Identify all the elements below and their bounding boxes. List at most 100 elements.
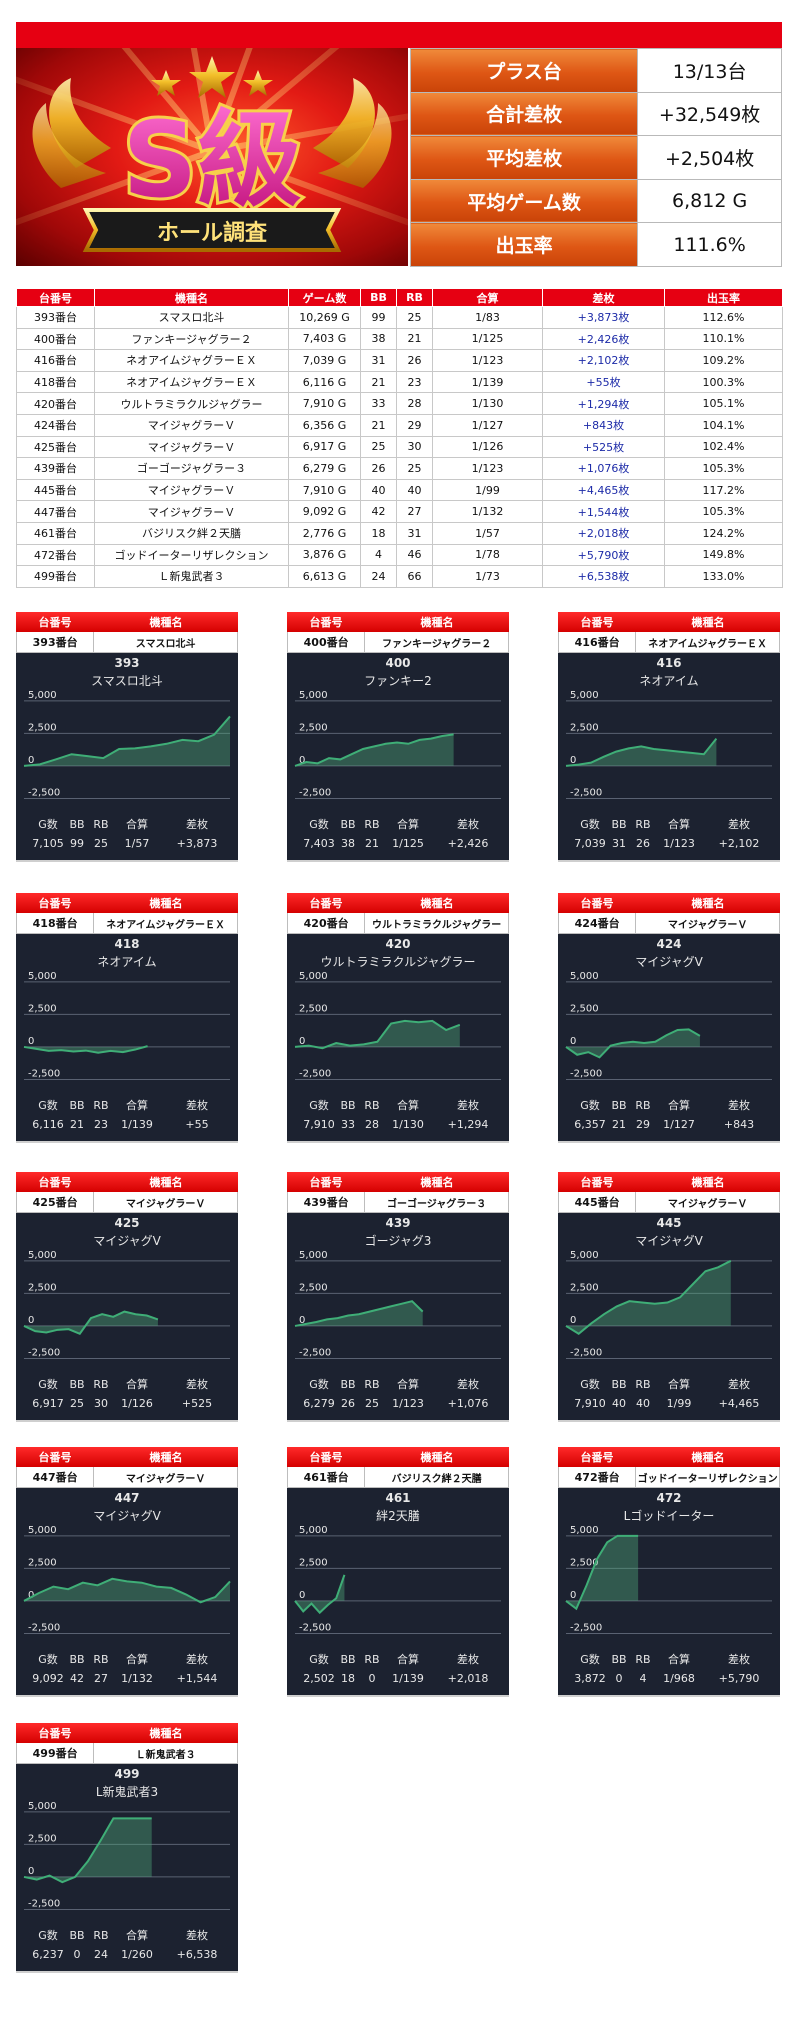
stat-value: 1/127 xyxy=(663,1118,695,1131)
stat-value: 1/123 xyxy=(392,1397,424,1410)
chart-panel: 420 ウルトラミラクルジャグラー 5,000 2,500 0 -2,500 G数 BB RB 合… xyxy=(287,934,509,1141)
card-subheader: 424番台 マイジャグラーＶ xyxy=(558,913,780,934)
ranking-cell: +1,076枚 xyxy=(542,457,665,480)
ranking-cell: 27 xyxy=(396,500,433,523)
stat-value: +1,544 xyxy=(176,1672,218,1685)
y-tick-label: -2,500 xyxy=(28,1622,60,1633)
stat-value: +6,538 xyxy=(176,1948,218,1961)
diff-chart: 5,000 2,500 0 -2,500 xyxy=(23,1250,230,1359)
card-header-name-label: 機種名 xyxy=(149,897,183,910)
card-bottom-line xyxy=(287,860,509,862)
ranking-cell: マイジャグラーＶ xyxy=(94,500,289,523)
y-tick-label: 0 xyxy=(299,1036,305,1047)
card-header: 台番号 機種名 xyxy=(558,1447,780,1467)
card-header: 台番号 機種名 xyxy=(16,612,238,632)
chart-stats: G数 BB RB 合算 差枚 9,092 42 27 1/132 +1,544 xyxy=(30,1650,234,1688)
stat-header: RB xyxy=(364,818,380,831)
card-subheader: 445番台 マイジャグラーＶ xyxy=(558,1192,780,1213)
ranking-cell: 9,092 G xyxy=(288,500,361,523)
card-subheader: 461番台 バジリスク絆２天膳 xyxy=(287,1467,509,1488)
ranking-cell: 25 xyxy=(396,457,433,480)
stat-header: G数 xyxy=(309,818,329,831)
ranking-cell: 6,279 G xyxy=(288,457,361,480)
y-tick-label: 0 xyxy=(570,755,576,766)
stat-header: RB xyxy=(364,1653,380,1666)
card-subheader: 499番台 Ｌ新鬼武者３ xyxy=(16,1743,238,1764)
card-header-name-label: 機種名 xyxy=(420,1451,454,1464)
card-header-name-label: 機種名 xyxy=(420,1176,454,1189)
ranking-cell: 38 xyxy=(360,327,397,351)
stat-header: BB xyxy=(340,1378,356,1391)
ranking-cell: +6,538枚 xyxy=(542,565,665,588)
banner-main-text: S級 xyxy=(123,99,302,221)
ranking-cell: 424番台 xyxy=(16,413,95,437)
card-machine-name: マイジャグラーＶ xyxy=(125,1198,206,1210)
stat-value: 6,116 xyxy=(32,1118,64,1131)
ranking-cell: 133.0% xyxy=(664,565,783,588)
stat-value: 31 xyxy=(612,837,626,850)
diff-chart: 5,000 2,500 0 -2,500 xyxy=(294,1525,501,1634)
ranking-cell: Ｌ新鬼武者３ xyxy=(94,565,289,588)
card-subheader: 447番台 マイジャグラーＶ xyxy=(16,1467,238,1488)
diff-chart: 5,000 2,500 0 -2,500 xyxy=(565,1525,772,1634)
card-machine-no: 416番台 xyxy=(559,632,637,652)
ranking-cell: 7,910 G xyxy=(288,392,361,415)
chart-panel: 418 ネオアイム 5,000 2,500 0 -2,500 G数 BB RB 合算 差枚 6,116… xyxy=(16,934,238,1141)
chart-stats: G数 BB RB 合算 差枚 6,357 21 29 1/127 +843 xyxy=(572,1096,776,1134)
diff-area xyxy=(24,1311,158,1334)
card-subheader: 472番台 ゴッドイーターリザレクション xyxy=(558,1467,780,1488)
card-machine-no: 461番台 xyxy=(288,1467,366,1487)
diff-area xyxy=(295,1020,460,1049)
card-header: 台番号 機種名 xyxy=(287,1172,509,1192)
card-machine-name: Ｌ新鬼武者３ xyxy=(135,1749,196,1761)
stat-value: 27 xyxy=(94,1672,108,1685)
stat-header: 差枚 xyxy=(186,818,208,831)
card-subheader: 393番台 スマスロ北斗 xyxy=(16,632,238,653)
y-tick-label: 2,500 xyxy=(570,1557,599,1568)
chart-title: ファンキー2 xyxy=(364,674,432,688)
ranking-cell: 109.2% xyxy=(664,349,783,372)
chart-title: ウルトラミラクルジャグラー xyxy=(320,955,476,969)
card-bottom-line xyxy=(16,1420,238,1422)
y-tick-label: 5,000 xyxy=(28,1525,57,1536)
diff-chart: 5,000 2,500 0 -2,500 xyxy=(565,690,772,799)
card-machine-no: 424番台 xyxy=(559,913,637,933)
card-subheader: 418番台 ネオアイムジャグラーＥＸ xyxy=(16,913,238,934)
card-header-no-label: 台番号 xyxy=(38,616,72,629)
chart-panel: 499 L新鬼武者3 5,000 2,500 0 -2,500 G数 BB RB 合算 差枚 6,23… xyxy=(16,1764,238,1971)
ranking-header-cell: 出玉率 xyxy=(664,288,783,307)
diff-area xyxy=(566,1260,731,1334)
summary-label: 合計差枚 xyxy=(409,91,639,137)
ranking-cell: 100.3% xyxy=(664,370,783,394)
ranking-cell: 4 xyxy=(360,543,397,567)
card-machine-name: ネオアイムジャグラーＥＸ xyxy=(648,638,768,650)
ranking-cell: +1,294枚 xyxy=(542,392,665,415)
y-tick-label: 5,000 xyxy=(28,1250,57,1261)
diff-line xyxy=(23,1045,148,1054)
ranking-cell: ネオアイムジャグラーＥＸ xyxy=(94,370,289,394)
y-tick-label: 5,000 xyxy=(570,690,599,701)
y-tick-label: 2,500 xyxy=(570,722,599,733)
stat-value: +843 xyxy=(723,1118,755,1131)
card-bottom-line xyxy=(558,1420,780,1422)
card-header-name-label: 機種名 xyxy=(149,1727,183,1740)
y-tick-label: 5,000 xyxy=(299,1525,328,1536)
stat-value: 40 xyxy=(612,1397,626,1410)
ranking-cell: 18 xyxy=(360,521,397,545)
diff-area xyxy=(295,1574,345,1613)
y-tick-label: -2,500 xyxy=(299,1347,331,1358)
stat-header: 差枚 xyxy=(728,818,750,831)
ranking-cell: 7,910 G xyxy=(288,478,361,502)
y-tick-label: 2,500 xyxy=(28,722,57,733)
ranking-cell: 445番台 xyxy=(16,478,95,502)
y-tick-label: 5,000 xyxy=(570,971,599,982)
summary-label: プラス台 xyxy=(409,48,639,93)
diff-line xyxy=(294,1300,424,1327)
stat-value: 1/260 xyxy=(121,1948,153,1961)
y-tick-label: 5,000 xyxy=(28,971,57,982)
ranking-cell: マイジャグラーＶ xyxy=(94,478,289,502)
stat-value: 1/130 xyxy=(392,1118,424,1131)
chart-title: ネオアイム xyxy=(97,955,157,969)
machine-chart-card: 台番号 機種名 472番台 ゴッドイーターリザレクション 472 Lゴッドイーター 5,00… xyxy=(558,1447,780,1697)
ranking-cell: 6,613 G xyxy=(288,565,361,588)
